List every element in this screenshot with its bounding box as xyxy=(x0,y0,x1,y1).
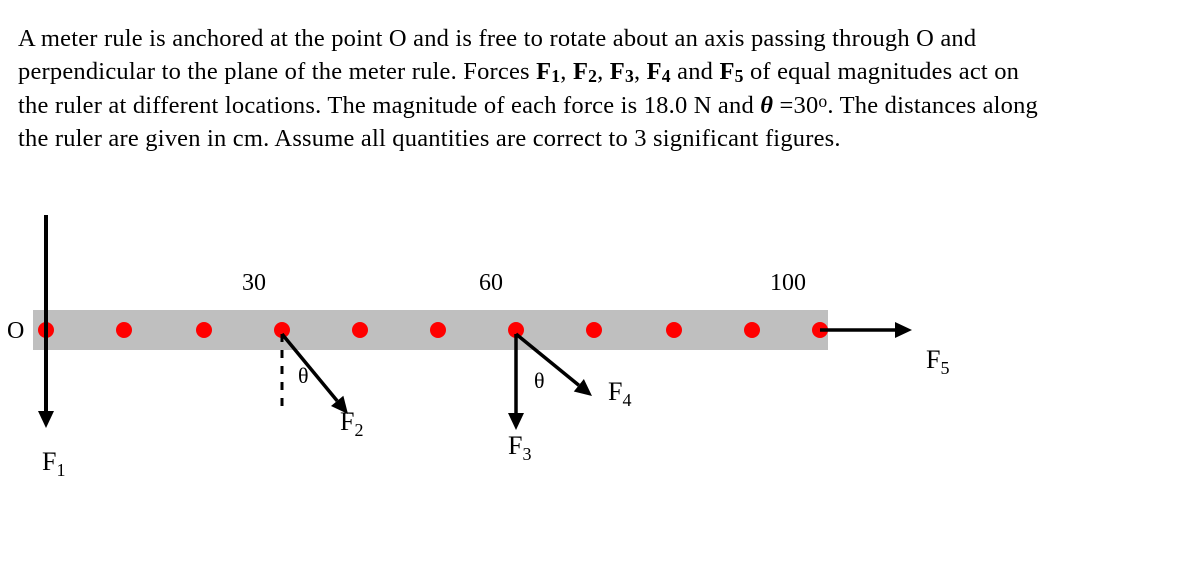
svg-text:60: 60 xyxy=(479,270,503,296)
svg-text:O: O xyxy=(7,318,24,344)
svg-text:F3: F3 xyxy=(508,431,531,464)
svg-text:F4: F4 xyxy=(608,377,631,410)
svg-text:30: 30 xyxy=(242,270,266,296)
svg-text:F5: F5 xyxy=(926,345,949,378)
svg-text:F2: F2 xyxy=(340,407,363,440)
svg-text:F1: F1 xyxy=(42,447,65,480)
svg-text:θ: θ xyxy=(298,363,309,388)
diagram-svg: O 30 60 100 F1 F2 θ F3 F4 θ F5 xyxy=(0,0,1200,571)
svg-text:100: 100 xyxy=(770,270,806,296)
svg-text:θ: θ xyxy=(534,368,545,393)
